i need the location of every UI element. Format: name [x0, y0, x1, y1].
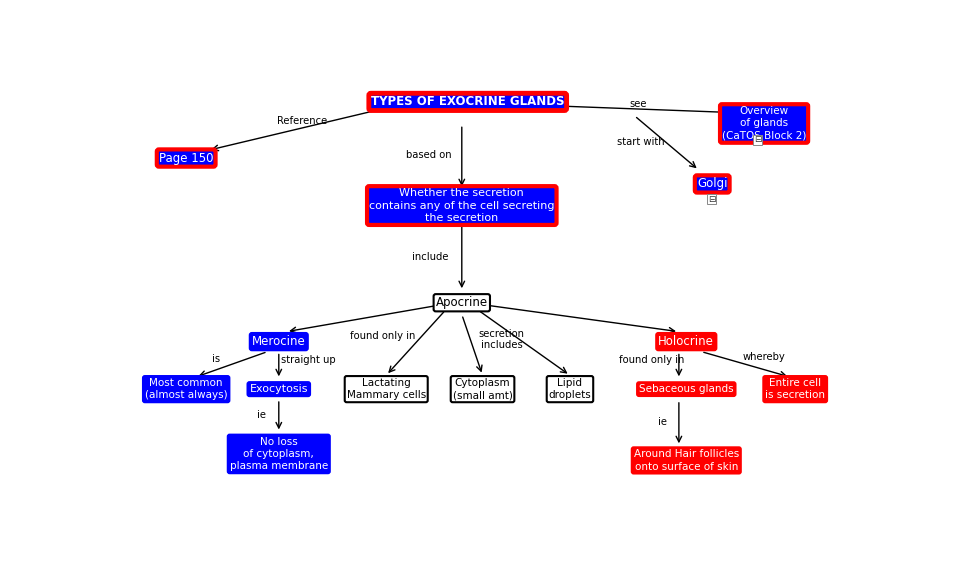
- Text: found only in: found only in: [619, 355, 684, 365]
- Text: Holocrine: Holocrine: [659, 335, 714, 348]
- Text: ie: ie: [658, 416, 667, 426]
- Text: based on: based on: [406, 150, 452, 159]
- Text: ⊟: ⊟: [753, 135, 761, 144]
- Text: Page 150: Page 150: [159, 151, 213, 164]
- Text: Lactating
Mammary cells: Lactating Mammary cells: [347, 378, 425, 401]
- Text: Reference: Reference: [277, 116, 328, 126]
- Text: Golgi: Golgi: [697, 177, 728, 190]
- Text: Apocrine: Apocrine: [436, 296, 488, 309]
- Text: start with: start with: [618, 137, 665, 146]
- Text: ⊟: ⊟: [707, 195, 715, 204]
- Text: Around Hair follicles
onto surface of skin: Around Hair follicles onto surface of sk…: [634, 449, 739, 472]
- Text: Exocytosis: Exocytosis: [250, 384, 308, 394]
- Text: TYPES OF EXOCRINE GLANDS: TYPES OF EXOCRINE GLANDS: [371, 95, 564, 108]
- Text: include: include: [412, 251, 449, 261]
- Text: Most common
(almost always): Most common (almost always): [145, 378, 228, 401]
- Text: ie: ie: [257, 410, 267, 420]
- Text: Overview
of glands
(CaTOS Block 2): Overview of glands (CaTOS Block 2): [722, 106, 806, 141]
- Text: Merocine: Merocine: [252, 335, 306, 348]
- Text: found only in: found only in: [350, 331, 415, 341]
- Text: Cytoplasm
(small amt): Cytoplasm (small amt): [452, 378, 512, 401]
- Text: straight up: straight up: [281, 355, 336, 365]
- Text: Entire cell
is secretion: Entire cell is secretion: [765, 378, 825, 401]
- Text: No loss
of cytoplasm,
plasma membrane: No loss of cytoplasm, plasma membrane: [229, 436, 328, 471]
- Text: is: is: [212, 354, 220, 364]
- Text: whereby: whereby: [743, 352, 786, 362]
- Text: Sebaceous glands: Sebaceous glands: [639, 384, 733, 394]
- Text: see: see: [629, 99, 647, 109]
- Text: Whether the secretion
contains any of the cell secreting
the secretion: Whether the secretion contains any of th…: [369, 188, 554, 223]
- Text: Lipid
droplets: Lipid droplets: [549, 378, 592, 401]
- Text: secretion
includes: secretion includes: [479, 329, 525, 350]
